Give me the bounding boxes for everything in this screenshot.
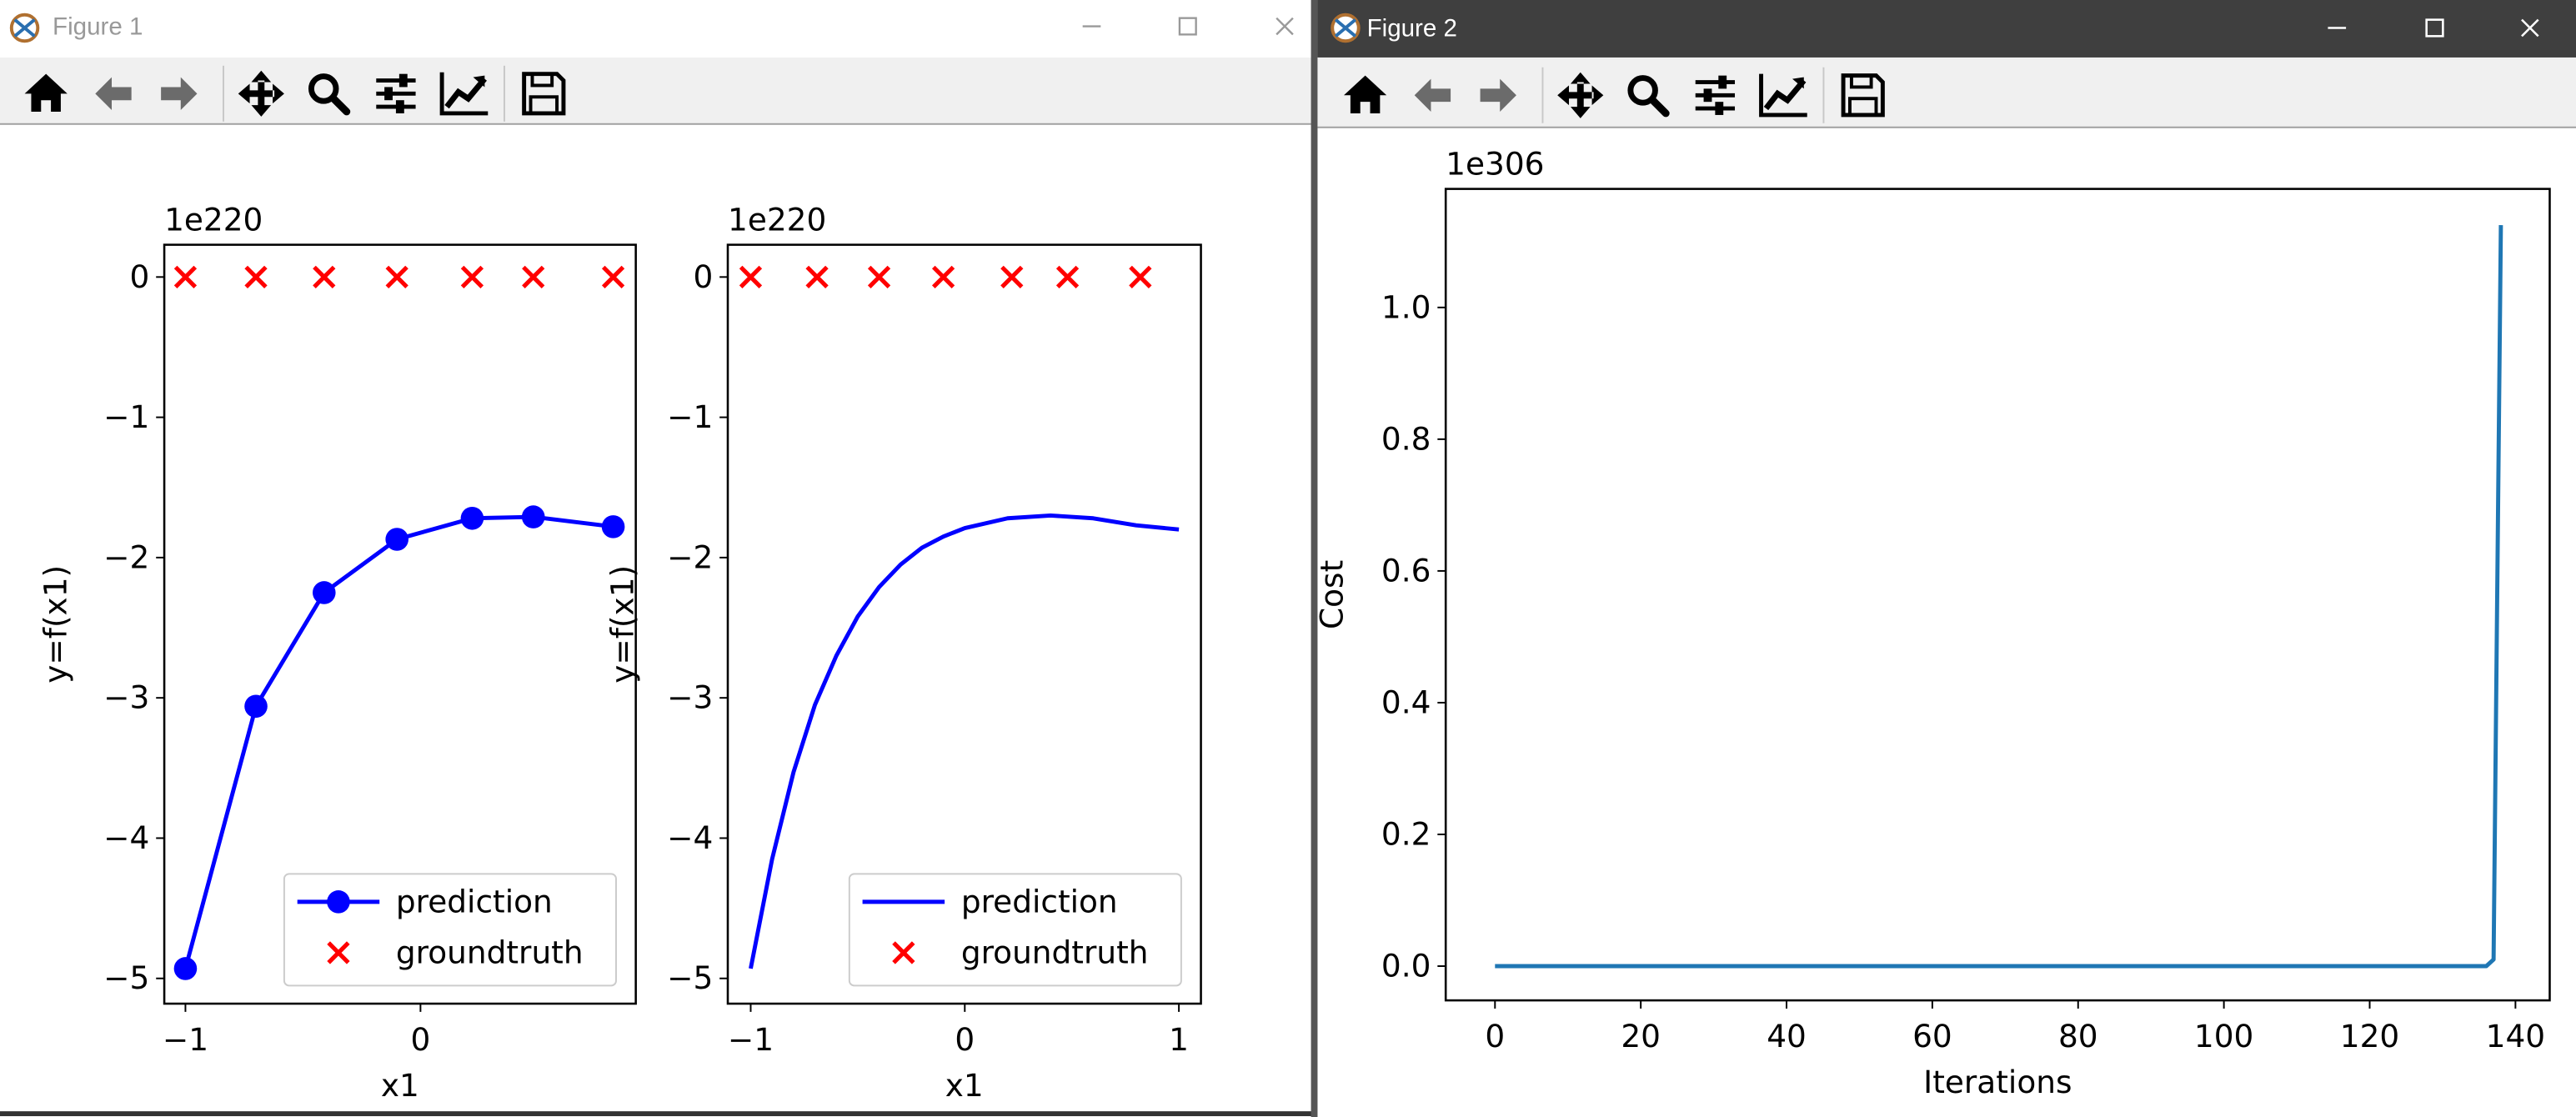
x-axis-label: x1 bbox=[381, 1067, 419, 1104]
chart: −5 −4 −3 −2 −1 0 −1 0 1 x1 y=f(x1) 1e220 prediction g… bbox=[604, 202, 1202, 1104]
y-tick-label: 0.0 bbox=[1381, 947, 1431, 984]
subplots-button[interactable] bbox=[1696, 76, 1735, 115]
data-point bbox=[460, 265, 484, 288]
app-icon bbox=[1331, 13, 1361, 43]
y-tick-label: 0.8 bbox=[1381, 420, 1431, 457]
x-tick-label: 0 bbox=[955, 1021, 975, 1058]
y-axis-label: y=f(x1) bbox=[604, 565, 640, 684]
y-tick-label: −5 bbox=[667, 959, 713, 996]
data-point bbox=[805, 265, 829, 288]
y-tick-label: −4 bbox=[667, 819, 713, 856]
y-tick-label: 0.2 bbox=[1381, 815, 1431, 852]
plot-area bbox=[1446, 188, 2550, 1001]
data-point bbox=[867, 265, 891, 288]
y-tick-label: 0.6 bbox=[1381, 552, 1431, 589]
x-axis-label: x1 bbox=[945, 1067, 984, 1104]
x-axis-label: Iterations bbox=[1923, 1064, 2072, 1100]
toolbars bbox=[24, 65, 1883, 123]
data-point bbox=[312, 581, 336, 604]
x-tick-label: 20 bbox=[1621, 1018, 1661, 1054]
axes-frame bbox=[726, 243, 1202, 1005]
x-tick-label: 1 bbox=[1169, 1021, 1189, 1058]
y-tick-label: −1 bbox=[667, 398, 713, 435]
y-tick-label: −4 bbox=[103, 819, 149, 856]
data-point bbox=[522, 265, 545, 288]
legend-label: prediction bbox=[396, 883, 553, 919]
title-bar bbox=[1317, 0, 2576, 58]
data-point bbox=[1129, 265, 1152, 288]
y-tick-label: −2 bbox=[103, 538, 149, 575]
data-point bbox=[1000, 265, 1024, 288]
data-point bbox=[931, 265, 955, 288]
toolbar bbox=[0, 57, 1313, 123]
y-tick-label: −1 bbox=[103, 398, 149, 435]
data-point bbox=[601, 515, 625, 538]
data-point bbox=[601, 265, 625, 288]
window-title: Figure 1 bbox=[53, 13, 143, 40]
data-point bbox=[244, 265, 268, 288]
x-tick-label: 80 bbox=[2058, 1018, 2098, 1054]
legend-label: prediction bbox=[961, 883, 1118, 919]
data-point bbox=[173, 957, 198, 980]
legend-marker bbox=[327, 941, 350, 964]
maximize-button[interactable] bbox=[2425, 18, 2444, 38]
data-point bbox=[739, 265, 763, 288]
y-tick-label: 1.0 bbox=[1381, 288, 1431, 325]
y-tick-label: −3 bbox=[103, 679, 149, 716]
title-bar bbox=[0, 0, 1313, 58]
x-tick-label: −1 bbox=[163, 1021, 208, 1058]
y-tick-label: 0.4 bbox=[1381, 684, 1431, 720]
data-point bbox=[521, 505, 545, 528]
data-line bbox=[749, 513, 1180, 969]
legend-marker bbox=[892, 941, 915, 964]
x-tick-label: 60 bbox=[1912, 1018, 1952, 1054]
data-line bbox=[1495, 225, 2503, 969]
x-tick-label: −1 bbox=[728, 1021, 774, 1058]
plots: −5 −4 −3 −2 −1 0 −1 0 x1 y=f(x1) 1e220 prediction gr… bbox=[37, 146, 2551, 1104]
x-tick-label: 40 bbox=[1767, 1018, 1807, 1054]
close-button[interactable] bbox=[2521, 18, 2539, 38]
axes-frame bbox=[163, 243, 637, 1005]
chart: 0.0 0.2 0.4 0.6 0.8 1.0 0 20 40 60 80 100 120 140 Iter… bbox=[1314, 146, 2551, 1100]
y-axis-label: Cost bbox=[1314, 560, 1351, 629]
data-point bbox=[173, 265, 198, 288]
close-button[interactable] bbox=[1275, 17, 1294, 36]
y-tick-label: −5 bbox=[103, 959, 149, 996]
axis-offset: 1e220 bbox=[164, 202, 263, 238]
subplots-button[interactable] bbox=[376, 74, 415, 113]
toolbar bbox=[1317, 57, 2576, 127]
y-axis-label: y=f(x1) bbox=[37, 565, 73, 684]
data-point bbox=[313, 265, 336, 288]
x-tick-label: 100 bbox=[2194, 1018, 2253, 1054]
y-tick-label: 0 bbox=[693, 258, 713, 295]
y-tick-label: −2 bbox=[667, 538, 713, 575]
data-point bbox=[385, 265, 408, 288]
axes-frame bbox=[1444, 188, 2551, 1002]
maximize-button[interactable] bbox=[1178, 17, 1197, 36]
window-title: Figure 2 bbox=[1367, 14, 1457, 42]
window-divider bbox=[1311, 0, 1318, 1117]
legend-label: groundtruth bbox=[961, 934, 1149, 970]
legend-marker bbox=[327, 890, 350, 914]
chart: −5 −4 −3 −2 −1 0 −1 0 x1 y=f(x1) 1e220 prediction gr… bbox=[37, 202, 637, 1104]
data-point bbox=[244, 694, 268, 719]
legend-label: groundtruth bbox=[396, 934, 584, 970]
x-tick-label: 120 bbox=[2340, 1018, 2399, 1054]
x-tick-label: 0 bbox=[1485, 1018, 1505, 1054]
y-tick-label: 0 bbox=[130, 258, 150, 295]
x-tick-label: 0 bbox=[410, 1021, 430, 1058]
axis-offset: 1e220 bbox=[728, 202, 826, 238]
axis-offset: 1e306 bbox=[1446, 146, 1544, 183]
app-icon bbox=[9, 13, 40, 43]
data-point bbox=[385, 528, 408, 551]
x-tick-label: 140 bbox=[2486, 1018, 2545, 1054]
data-point bbox=[460, 506, 484, 530]
data-point bbox=[1055, 265, 1080, 288]
y-tick-label: −3 bbox=[667, 679, 713, 716]
